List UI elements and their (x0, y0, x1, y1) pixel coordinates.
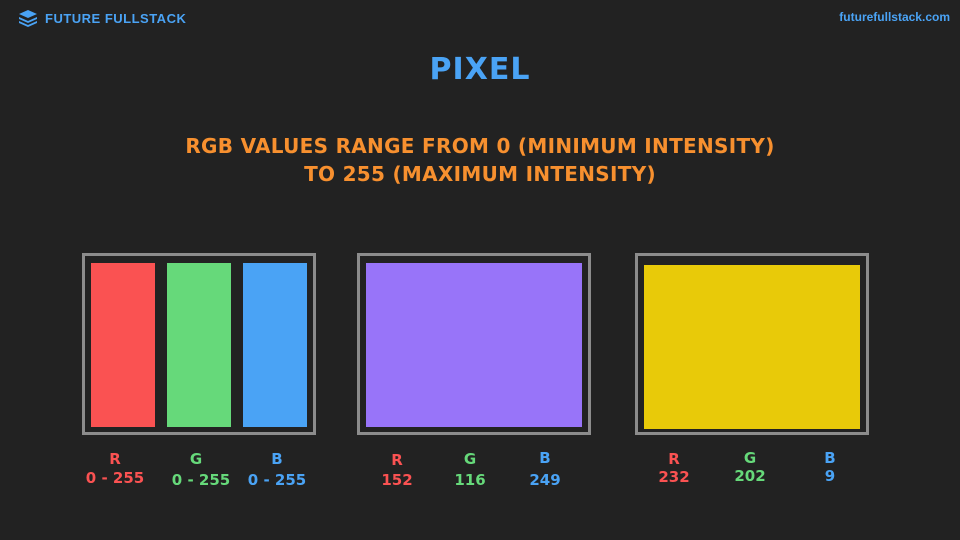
panel2-b-label: B (539, 449, 551, 467)
brand[interactable]: FUTURE FULLSTACK (18, 8, 186, 28)
yellow-swatch (644, 265, 860, 429)
panel3-b-value: 9 (824, 467, 836, 485)
site-link[interactable]: futurefullstack.com (839, 10, 950, 24)
panel1-b-label: B (271, 450, 283, 468)
rgb-channels-panel (82, 253, 316, 435)
brand-name: FUTURE FULLSTACK (45, 10, 187, 26)
panel1-r-value: 0 - 255 (85, 469, 145, 487)
panel3-g-value: 202 (734, 467, 766, 485)
subtitle-line-2: TO 255 (MAXIMUM INTENSITY) (304, 162, 656, 186)
panel2-g-value: 116 (454, 471, 486, 489)
panel3-r-label: R (668, 450, 680, 468)
red-channel-swatch (91, 263, 155, 427)
purple-swatch (366, 263, 582, 427)
panel1-b-value: 0 - 255 (247, 471, 307, 489)
panel1-g-value: 0 - 255 (171, 471, 231, 489)
layers-icon (19, 10, 37, 27)
panel3-b-label: B (824, 449, 836, 467)
panel2-b-value: 249 (529, 471, 561, 489)
panel1-r-label: R (109, 450, 121, 468)
green-channel-swatch (167, 263, 231, 427)
purple-color-panel (357, 253, 591, 435)
page-title: PIXEL (429, 52, 531, 87)
subtitle-line-1: RGB VALUES RANGE FROM 0 (MINIMUM INTENSI… (185, 134, 775, 158)
yellow-color-panel (635, 253, 869, 435)
panel2-r-value: 152 (381, 471, 413, 489)
subtitle: RGB VALUES RANGE FROM 0 (MINIMUM INTENSI… (0, 132, 960, 188)
panel3-r-value: 232 (658, 468, 690, 486)
panel1-g-label: G (189, 450, 203, 468)
panel3-g-label: G (743, 449, 757, 467)
blue-channel-swatch (243, 263, 307, 427)
panel2-g-label: G (463, 450, 477, 468)
panel2-r-label: R (391, 451, 403, 469)
